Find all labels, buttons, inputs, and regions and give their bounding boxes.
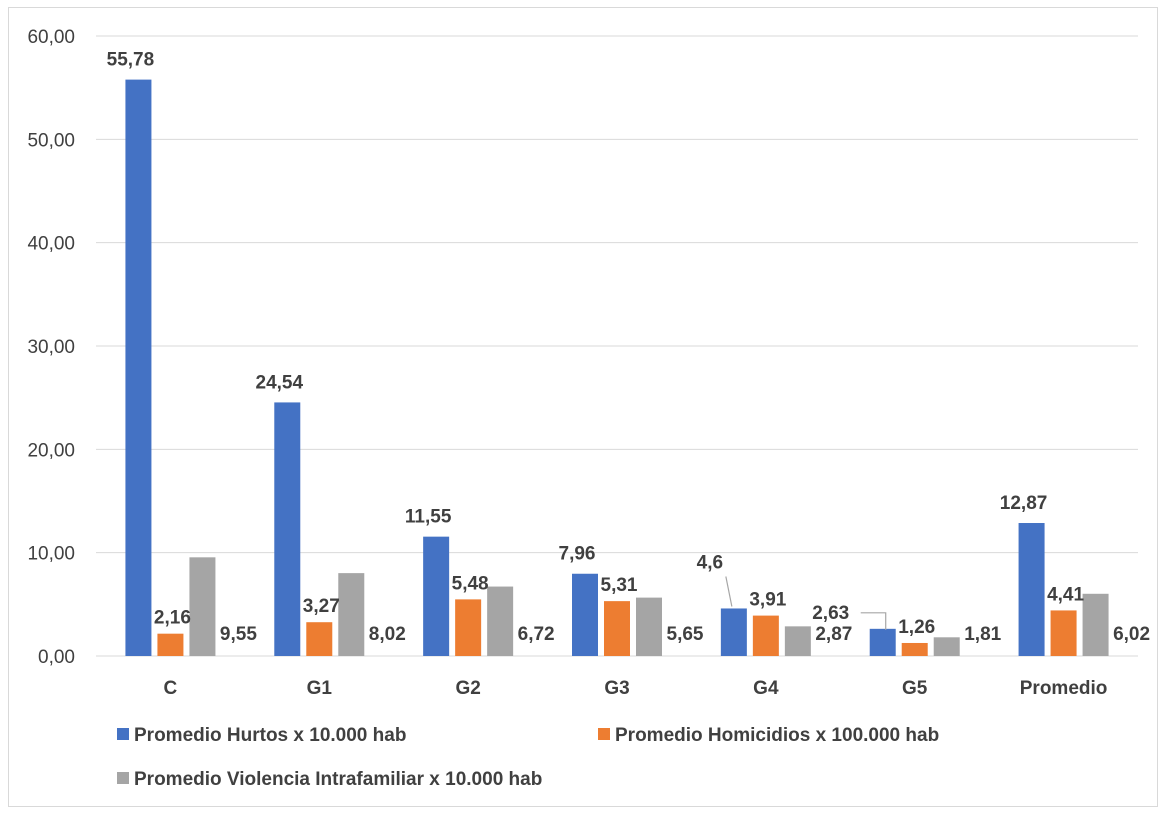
- data-label: 6,02: [1113, 624, 1150, 645]
- data-label: 11,55: [405, 507, 452, 528]
- data-label: 7,96: [559, 544, 596, 565]
- data-label: 8,02: [369, 624, 406, 645]
- legend-swatch: [117, 772, 129, 784]
- data-label: 12,87: [1000, 493, 1048, 514]
- x-tick-label: G4: [753, 678, 779, 699]
- data-label: 5,31: [601, 575, 638, 596]
- data-label: 24,54: [256, 372, 304, 393]
- bar-violencia-c: [189, 557, 216, 656]
- bar-violencia-g3: [636, 597, 662, 656]
- bar-homicidios-g4: [752, 615, 779, 656]
- legend-swatch: [117, 728, 129, 740]
- x-axis-ticks: C G1 G2 G3 G4 G5 Promedio: [164, 678, 1108, 699]
- bar-homicidios-g5: [901, 642, 928, 656]
- legend-label: Promedio Hurtos x 10.000 hab: [134, 725, 406, 746]
- data-label: 2,87: [815, 624, 852, 645]
- legend: Promedio Hurtos x 10.000 hab Promedio Hom…: [117, 725, 939, 790]
- data-label: 5,48: [452, 573, 489, 594]
- leader-line: [725, 576, 733, 607]
- x-tick-label: C: [164, 678, 178, 699]
- bar-violencia-promedio: [1082, 593, 1109, 656]
- bar-violencia-g2: [487, 586, 514, 656]
- leader-line: [860, 612, 887, 630]
- bar-violencia-g1: [338, 573, 365, 656]
- legend-swatch: [598, 728, 610, 740]
- data-label: 3,91: [749, 590, 786, 611]
- data-label: 5,65: [667, 624, 704, 645]
- data-label: 55,78: [107, 50, 155, 71]
- bar-hurtos-promedio: [1018, 523, 1045, 656]
- legend-label: Promedio Violencia Intrafamiliar x 10.00…: [134, 769, 542, 790]
- y-tick-label: 10,00: [27, 544, 75, 565]
- bar-homicidios-g1: [306, 622, 333, 656]
- bars: [125, 79, 1109, 656]
- bar-hurtos-g1: [274, 402, 301, 656]
- x-tick-label: G5: [902, 678, 928, 699]
- y-tick-label: 50,00: [27, 130, 75, 151]
- bar-homicidios-g2: [455, 599, 482, 656]
- bar-homicidios-promedio: [1050, 610, 1077, 656]
- data-label: 2,16: [154, 608, 191, 629]
- y-tick-label: 40,00: [27, 234, 75, 255]
- chart-frame: [8, 7, 1158, 807]
- bar-violencia-g5: [933, 637, 960, 656]
- data-label: 9,55: [220, 624, 257, 645]
- data-labels: 55,78 2,16 9,55 24,54 3,27 8,02 11,55 5,48 6,72 7…: [107, 50, 1150, 645]
- data-label: 1,26: [898, 617, 935, 638]
- x-tick-label: G2: [455, 678, 480, 699]
- bar-hurtos-g4: [720, 608, 747, 656]
- bar-hurtos-g3: [572, 573, 598, 656]
- data-label: 4,41: [1047, 584, 1084, 605]
- data-label: 2,63: [812, 603, 849, 624]
- bar-hurtos-c: [125, 79, 152, 656]
- x-tick-label: Promedio: [1020, 678, 1108, 699]
- legend-label: Promedio Homicidios x 100.000 hab: [615, 725, 939, 746]
- y-tick-label: 20,00: [27, 440, 75, 461]
- bar-homicidios-g3: [604, 601, 630, 656]
- data-label: 4,6: [697, 552, 723, 573]
- y-tick-label: 30,00: [27, 337, 75, 358]
- bar-violencia-g4: [784, 626, 811, 656]
- gridlines: [96, 35, 1138, 657]
- bar-hurtos-g2: [423, 536, 450, 656]
- y-tick-label: 60,00: [27, 27, 75, 48]
- data-label: 6,72: [518, 624, 555, 645]
- bar-hurtos-g5: [869, 628, 896, 656]
- bar-homicidios-c: [157, 633, 184, 656]
- y-axis-ticks: 0,00 10,00 20,00 30,00 40,00 50,00 60,00: [27, 27, 75, 668]
- data-label: 1,81: [964, 624, 1001, 645]
- data-label: 3,27: [303, 596, 340, 617]
- x-tick-label: G3: [604, 678, 629, 699]
- y-tick-label: 0,00: [38, 647, 75, 668]
- x-tick-label: G1: [307, 678, 333, 699]
